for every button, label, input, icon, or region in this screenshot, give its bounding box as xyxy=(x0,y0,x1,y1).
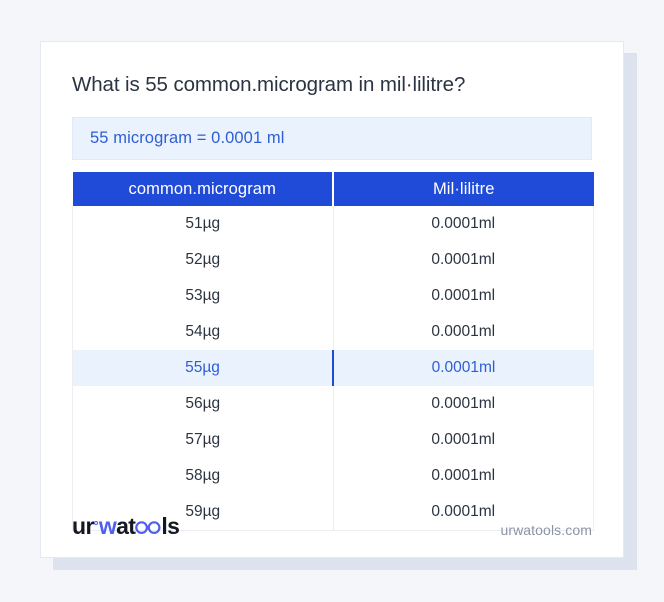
result-banner: 55 microgram = 0.0001 ml xyxy=(72,117,592,160)
cell-from: 57µg xyxy=(72,422,334,458)
table-row[interactable]: 53µg 0.0001ml xyxy=(72,278,594,314)
site-url-label: urwatools.com xyxy=(500,522,592,538)
cell-from: 58µg xyxy=(72,458,334,494)
column-header-to: Mil·lilitre xyxy=(333,172,594,206)
table-header: common.microgram Mil·lilitre xyxy=(72,172,594,206)
table-body: 51µg 0.0001ml 52µg 0.0001ml 53µg 0.0001m… xyxy=(72,206,594,531)
cell-to: 0.0001ml xyxy=(332,278,594,314)
cell-from: 54µg xyxy=(72,314,334,350)
conversion-card: What is 55 common.microgram in mil·lilit… xyxy=(40,41,624,558)
cell-to: 0.0001ml xyxy=(332,242,594,278)
table-row[interactable]: 58µg 0.0001ml xyxy=(72,458,594,494)
table-row[interactable]: 54µg 0.0001ml xyxy=(72,314,594,350)
cell-to: 0.0001ml xyxy=(332,206,594,242)
page-title: What is 55 common.microgram in mil·lilit… xyxy=(72,73,466,96)
table-row[interactable]: 51µg 0.0001ml xyxy=(72,206,594,242)
cell-from: 56µg xyxy=(72,386,334,422)
result-banner-text: 55 microgram = 0.0001 ml xyxy=(90,129,285,147)
cell-from: 59µg xyxy=(72,494,334,531)
table-row-highlighted[interactable]: 55µg 0.0001ml xyxy=(72,350,594,386)
glasses-oo-icon xyxy=(135,519,161,535)
cell-to: 0.0001ml xyxy=(332,422,594,458)
card-footer: ur w at ls urwatools.com xyxy=(72,513,592,539)
cell-from: 52µg xyxy=(72,242,334,278)
cell-to: 0.0001ml xyxy=(332,386,594,422)
table-row[interactable]: 56µg 0.0001ml xyxy=(72,386,594,422)
conversion-table: common.microgram Mil·lilitre 51µg 0.0001… xyxy=(72,172,594,531)
degree-dot-icon xyxy=(94,521,99,525)
cell-from: 53µg xyxy=(72,278,334,314)
logo-text-part4: ls xyxy=(161,513,180,539)
cell-to: 0.0001ml xyxy=(332,494,594,531)
logo-text-part2: w xyxy=(98,513,117,539)
logo-text-part3: at xyxy=(116,513,136,539)
cell-from: 51µg xyxy=(72,206,334,242)
brand-logo[interactable]: ur w at ls xyxy=(72,513,180,539)
card-content: What is 55 common.microgram in mil·lilit… xyxy=(41,42,623,531)
table-header-row: common.microgram Mil·lilitre xyxy=(72,172,594,206)
cell-to: 0.0001ml xyxy=(332,350,594,386)
cell-to: 0.0001ml xyxy=(332,458,594,494)
column-header-from: common.microgram xyxy=(72,172,334,206)
cell-to: 0.0001ml xyxy=(332,314,594,350)
table-row[interactable]: 52µg 0.0001ml xyxy=(72,242,594,278)
table-row[interactable]: 57µg 0.0001ml xyxy=(72,422,594,458)
logo-text-part1: ur xyxy=(72,513,94,539)
cell-from: 55µg xyxy=(72,350,334,386)
table-row[interactable]: 59µg 0.0001ml xyxy=(72,494,594,531)
